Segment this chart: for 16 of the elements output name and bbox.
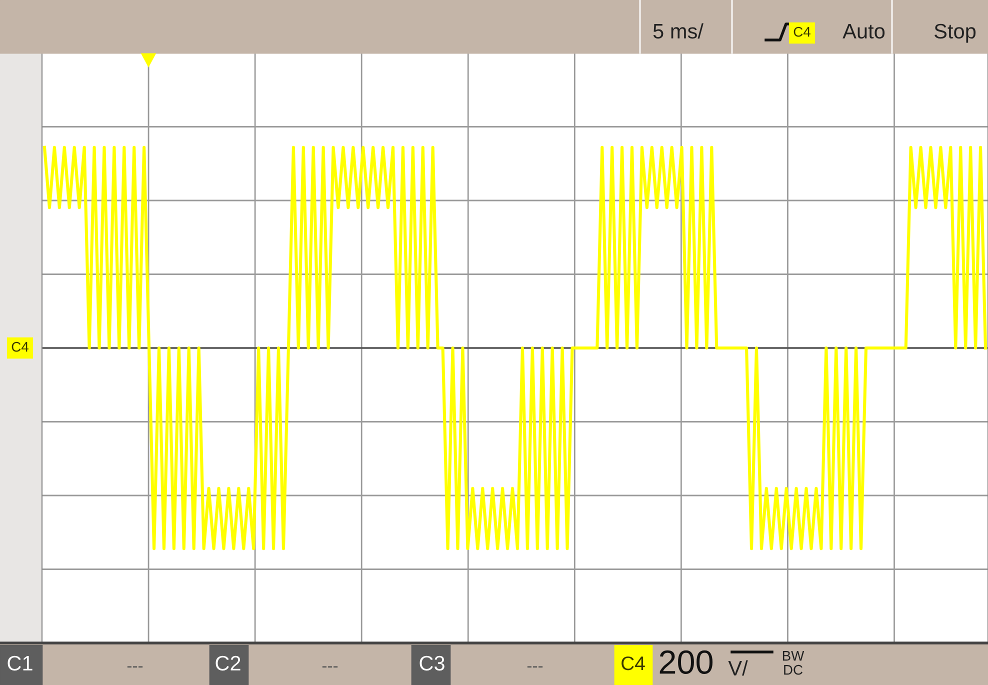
text: Auto (842, 24, 885, 39)
text: 5 ms/ (653, 23, 704, 39)
text: BW (782, 651, 804, 661)
text: C3 (420, 656, 444, 671)
text: 200 (660, 650, 713, 674)
text: DC (784, 664, 802, 675)
text: C4 (622, 656, 645, 670)
text: C1 (8, 656, 32, 671)
text: C4 (12, 342, 28, 352)
text: --- (127, 666, 143, 668)
text: C4 (794, 26, 810, 37)
text: V/ (728, 660, 748, 676)
text: C2 (216, 656, 240, 671)
text: --- (527, 666, 543, 668)
text: Stop (934, 24, 976, 43)
text: --- (322, 666, 338, 668)
